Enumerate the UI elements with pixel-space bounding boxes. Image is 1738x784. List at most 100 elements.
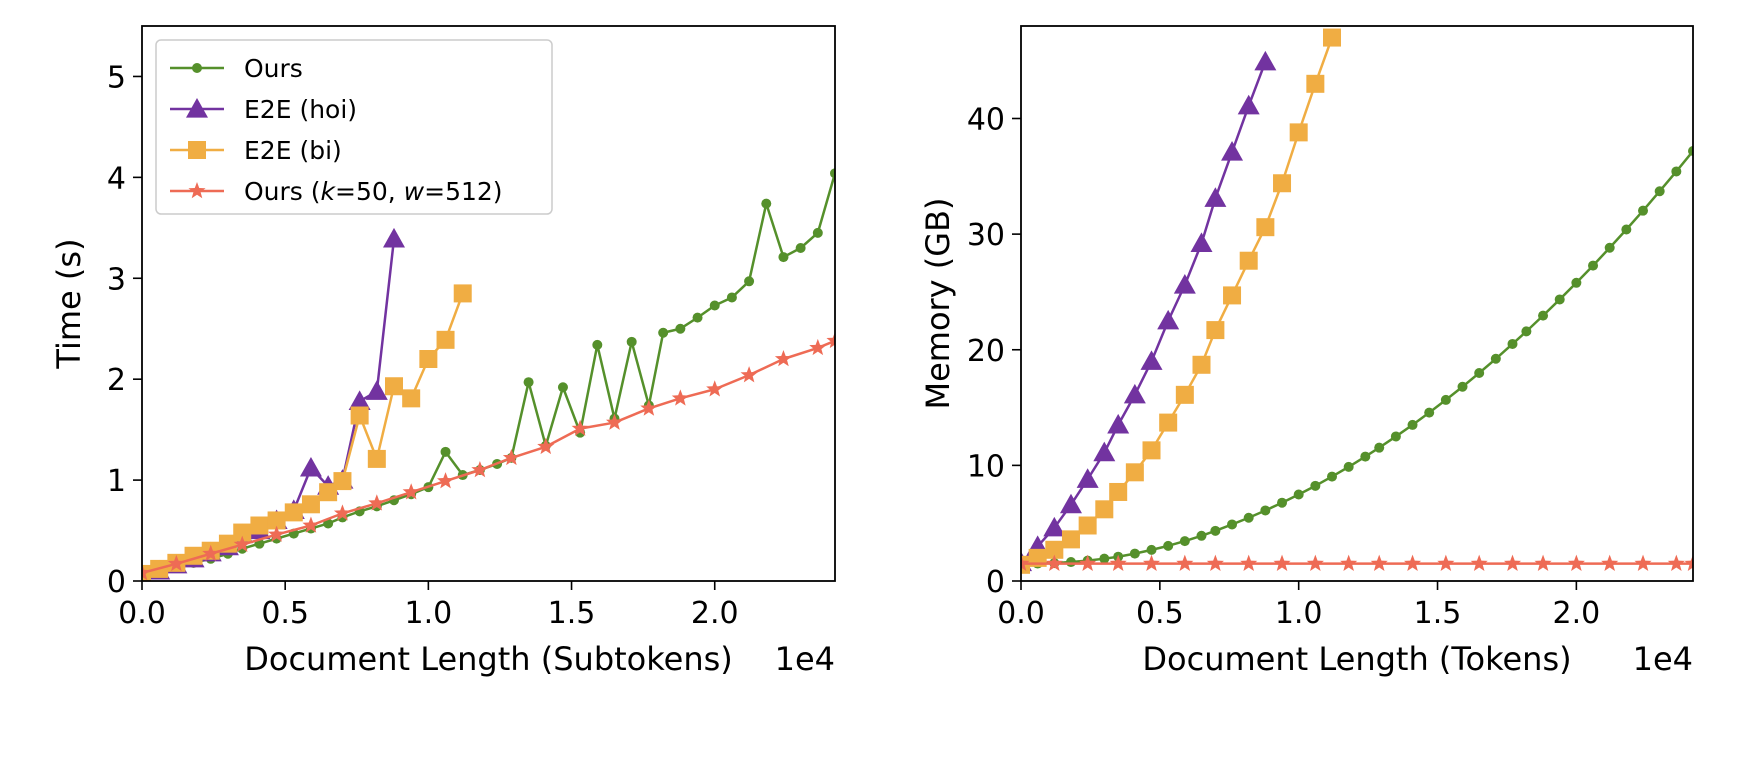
data-point-ours_k50 (142, 563, 151, 581)
legend-marker (188, 141, 206, 159)
data-point-ours (1065, 557, 1076, 568)
data-point-ours (1457, 381, 1468, 392)
data-point-e2e_bi (1078, 516, 1097, 535)
y-tick-label: 20 (967, 334, 1005, 369)
data-point-ours (1374, 442, 1385, 453)
data-point-e2e_hoi (299, 456, 322, 477)
data-point-e2e_bi (419, 350, 438, 368)
legend: Ours E2E (hoi) E2E (bi) Ours (k=50, w=512) (155, 39, 553, 215)
data-point-ours_k50 (402, 483, 420, 500)
data-point-ours (1424, 407, 1435, 418)
series-ours_k50 (1021, 554, 1693, 571)
x-tick-label: 0.5 (1136, 596, 1184, 631)
data-point-e2e_bi (1159, 413, 1178, 432)
data-point-e2e_hoi (1076, 468, 1099, 488)
data-point-e2e_bi (1125, 463, 1144, 482)
data-point-e2e_bi (1273, 174, 1292, 193)
axes-frame (1020, 25, 1694, 582)
data-point-ours (592, 339, 603, 350)
series-ours (1021, 145, 1693, 569)
y-tick-label: 1 (107, 464, 126, 499)
data-point-ours_k50 (809, 338, 827, 356)
data-point-e2e_bi (402, 389, 421, 408)
data-point-ours (1671, 166, 1682, 177)
data-point-ours_k50 (605, 413, 624, 430)
series-ours_k50 (142, 331, 835, 581)
data-point-ours (812, 227, 823, 238)
x-tick-label: 0.5 (261, 596, 309, 631)
data-point-e2e_bi (1095, 500, 1114, 519)
data-point-e2e_hoi (1059, 493, 1082, 514)
data-point-ours (761, 198, 772, 209)
data-point-e2e_bi (1109, 482, 1128, 501)
data-point-ours (1521, 326, 1532, 337)
y-axis-label: Memory (GB) (919, 197, 957, 409)
legend-marker (192, 63, 202, 73)
data-point-ours_k50 (1503, 554, 1522, 571)
data-point-ours (440, 446, 451, 457)
series-line-e2e_hoi (1021, 61, 1267, 564)
data-point-ours_k50 (1206, 554, 1224, 571)
data-point-ours_k50 (671, 389, 689, 406)
data-point-ours (1474, 367, 1485, 378)
data-point-ours_k50 (537, 437, 555, 455)
data-point-ours_k50 (167, 554, 185, 572)
data-point-e2e_hoi (1157, 309, 1180, 330)
data-point-ours (1407, 419, 1418, 430)
data-point-ours (692, 312, 703, 323)
x-offset-label: 1e4 (1633, 640, 1693, 678)
data-point-ours_k50 (1370, 554, 1388, 571)
data-point-ours (1227, 519, 1238, 530)
data-point-e2e_hoi (1043, 516, 1066, 537)
data-point-e2e_bi (453, 284, 472, 303)
data-point-ours (1243, 512, 1254, 523)
y-tick-label: 0 (986, 565, 1005, 600)
data-point-e2e_hoi (1140, 350, 1163, 370)
data-point-ours_k50 (333, 504, 352, 521)
y-tick-label: 2 (107, 363, 126, 398)
data-point-ours (1621, 224, 1632, 235)
legend-label: E2E (hoi) (244, 95, 357, 124)
data-point-e2e_bi (1206, 321, 1225, 340)
data-point-ours (1146, 544, 1157, 555)
x-tick-label: 1.5 (1414, 596, 1462, 631)
data-point-ours (709, 300, 720, 311)
data-point-e2e_hoi (348, 390, 371, 410)
data-point-ours_k50 (774, 350, 793, 367)
data-point-ours_k50 (1109, 554, 1127, 571)
x-tick-label: 0.0 (118, 596, 166, 631)
series-e2e_hoi (1021, 50, 1277, 572)
legend-label: E2E (bi) (244, 136, 342, 165)
y-tick-label: 4 (107, 161, 126, 196)
data-point-ours_k50 (1534, 554, 1552, 571)
data-point-ours_k50 (1273, 554, 1291, 571)
data-point-e2e_hoi (1237, 94, 1260, 115)
series-line-ours (1021, 150, 1693, 565)
data-point-ours_k50 (1470, 554, 1488, 571)
legend-label: Ours (244, 54, 303, 83)
data-point-ours_k50 (202, 544, 220, 562)
y-tick-label: 3 (107, 262, 126, 297)
data-point-ours (1277, 497, 1288, 508)
data-point-ours (658, 327, 669, 338)
data-point-ours (1163, 540, 1174, 551)
data-point-ours (726, 292, 737, 303)
data-point-ours (1327, 471, 1338, 482)
data-point-ours (1129, 548, 1140, 559)
data-point-e2e_hoi (383, 227, 405, 248)
data-point-ours (1538, 310, 1549, 321)
data-point-e2e_hoi (1173, 274, 1196, 294)
data-point-ours (626, 336, 637, 347)
series-e2e_bi (142, 284, 472, 581)
data-point-e2e_hoi (1254, 50, 1277, 71)
data-point-ours (1179, 536, 1190, 547)
legend-entry-ours: Ours (170, 54, 303, 83)
data-point-ours (523, 377, 534, 388)
data-point-ours_k50 (1021, 554, 1030, 571)
data-point-e2e_hoi (1107, 413, 1130, 434)
data-point-ours_k50 (471, 461, 489, 478)
data-point-ours (1099, 553, 1110, 564)
data-point-ours_k50 (1306, 554, 1324, 571)
data-point-ours_k50 (1176, 554, 1194, 571)
data-point-e2e_bi (1289, 123, 1308, 142)
